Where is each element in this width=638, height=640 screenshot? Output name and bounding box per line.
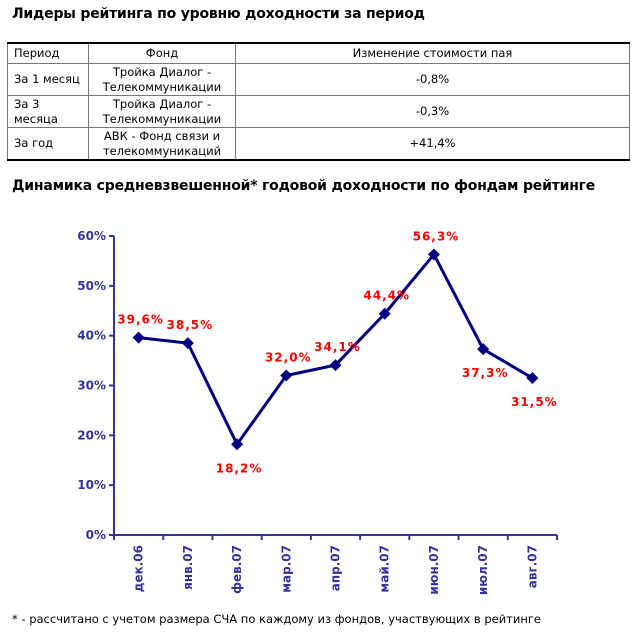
data-point bbox=[181, 337, 194, 350]
y-tick-label: 30% bbox=[77, 379, 106, 393]
fund-line: Телекоммуникации bbox=[102, 111, 222, 126]
chart-heading: Динамика средневзвешенной* годовой доход… bbox=[12, 178, 596, 194]
y-tick-label: 60% bbox=[77, 229, 106, 243]
data-label: 39,6% bbox=[117, 313, 164, 327]
data-label: 37,3% bbox=[462, 366, 509, 380]
header-period: Период bbox=[7, 43, 89, 64]
data-label: 31,5% bbox=[511, 395, 558, 409]
data-point bbox=[477, 343, 490, 356]
fund-cell: Тройка Диалог - Телекоммуникации bbox=[88, 63, 236, 96]
data-label: 38,5% bbox=[167, 318, 214, 332]
data-point bbox=[526, 372, 539, 385]
fund-cell: АВК - Фонд связи и телекоммуникаций bbox=[88, 127, 236, 161]
header-fund: Фонд bbox=[88, 43, 236, 64]
y-tick-label: 10% bbox=[77, 478, 106, 492]
data-point bbox=[427, 248, 440, 261]
x-tick-label: авг.07 bbox=[525, 545, 539, 588]
data-point bbox=[378, 307, 391, 320]
data-point bbox=[280, 369, 293, 382]
fund-line: Тройка Диалог - bbox=[112, 64, 212, 79]
y-tick-label: 0% bbox=[86, 528, 106, 542]
leaders-heading: Лидеры рейтинга по уровню доходности за … bbox=[12, 6, 425, 22]
y-tick-label: 20% bbox=[77, 428, 106, 442]
period-cell: За 1 месяц bbox=[7, 63, 89, 96]
period-cell: За 3 месяца bbox=[7, 95, 89, 128]
fund-line: телекоммуникаций bbox=[102, 143, 222, 158]
data-point bbox=[231, 438, 244, 451]
x-tick-label: дек.06 bbox=[132, 545, 146, 592]
data-label: 18,2% bbox=[216, 461, 263, 475]
y-tick-label: 50% bbox=[77, 279, 106, 293]
leaders-table: Период Фонд Изменение стоимости пая За 1… bbox=[7, 42, 630, 161]
table-row: За 3 месяца Тройка Диалог - Телекоммуника… bbox=[7, 95, 630, 128]
period-cell: За год bbox=[7, 127, 89, 161]
x-tick-label: июн.07 bbox=[427, 545, 441, 595]
table-row: За год АВК - Фонд связи и телекоммуникаци… bbox=[7, 127, 630, 161]
x-tick-label: фев.07 bbox=[230, 545, 244, 594]
change-cell: -0,3% bbox=[235, 95, 630, 128]
data-label: 34,1% bbox=[314, 340, 361, 354]
x-tick-label: май.07 bbox=[378, 545, 392, 593]
data-label: 56,3% bbox=[413, 229, 460, 243]
x-tick-label: апр.07 bbox=[329, 545, 343, 591]
x-tick-label: янв.07 bbox=[181, 545, 195, 590]
fund-cell: Тройка Диалог - Телекоммуникации bbox=[88, 95, 236, 128]
data-label: 32,0% bbox=[265, 351, 312, 365]
fund-line: Тройка Диалог - bbox=[112, 96, 212, 111]
fund-line: Телекоммуникации bbox=[102, 79, 222, 94]
data-label: 44,4% bbox=[363, 289, 410, 303]
x-tick-label: июл.07 bbox=[476, 545, 490, 595]
change-cell: -0,8% bbox=[235, 63, 630, 96]
x-tick-label: мар.07 bbox=[279, 545, 293, 593]
change-cell: +41,4% bbox=[235, 127, 630, 161]
footnote: * - рассчитано с учетом размера СЧА по к… bbox=[12, 612, 541, 626]
table-header-row: Период Фонд Изменение стоимости пая bbox=[7, 43, 630, 64]
y-tick-label: 40% bbox=[77, 329, 106, 343]
header-change: Изменение стоимости пая bbox=[235, 43, 630, 64]
data-point bbox=[329, 359, 342, 372]
table-row: За 1 месяц Тройка Диалог - Телекоммуникац… bbox=[7, 63, 630, 96]
fund-line: АВК - Фонд связи и bbox=[103, 128, 221, 143]
data-point bbox=[132, 331, 145, 344]
